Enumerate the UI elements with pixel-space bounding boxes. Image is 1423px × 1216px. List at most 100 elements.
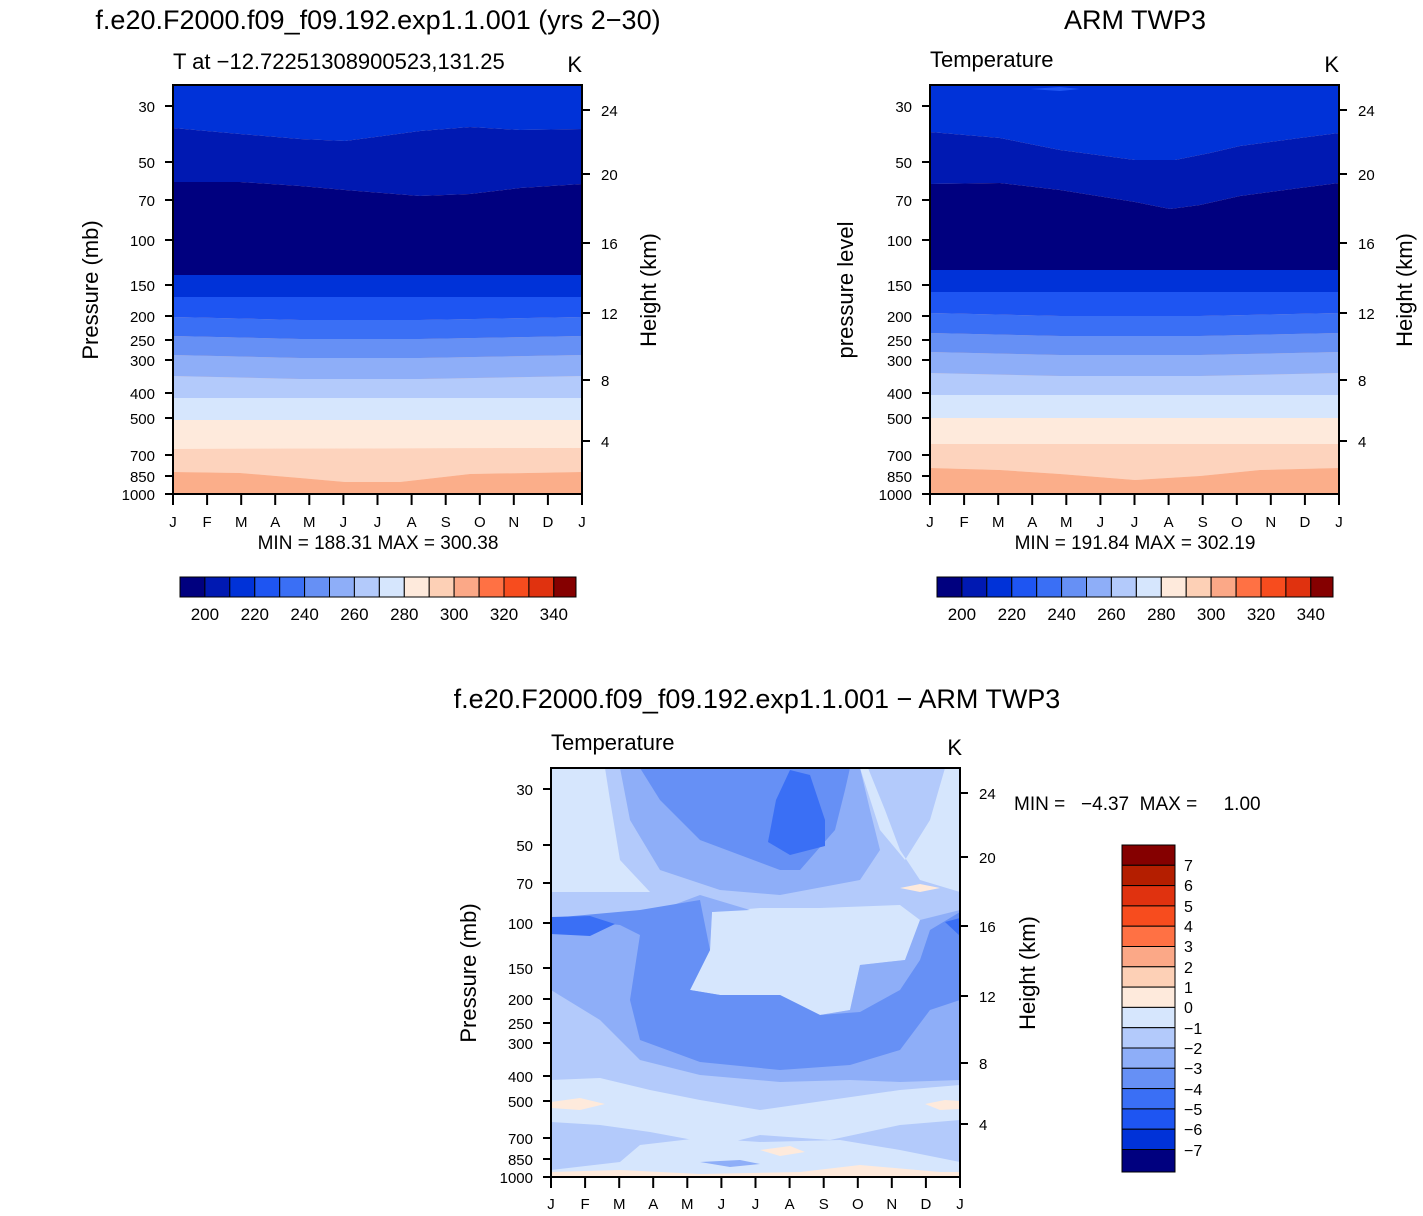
colorbar-swatch: [428, 576, 455, 598]
y-tick-label: 850: [130, 469, 155, 486]
x-tick-label: S: [441, 514, 451, 531]
x-tick-label: J: [578, 514, 586, 531]
height-tick-label: 12: [1358, 306, 1375, 323]
x-tick: J: [578, 494, 586, 531]
contour-band: [551, 1078, 960, 1145]
x-tick-label: A: [648, 1196, 658, 1213]
y-tick-label: 100: [887, 233, 912, 250]
y-tick-label: 70: [516, 876, 533, 893]
x-tick: F: [960, 494, 969, 531]
x-tick: S: [441, 494, 451, 531]
x-tick: M: [235, 494, 247, 531]
height-tick: 24: [1339, 103, 1375, 120]
y-tick: 150: [887, 278, 930, 295]
x-tick-label: O: [852, 1196, 864, 1213]
x-tick-label: D: [1299, 514, 1310, 531]
y-tick: 50: [138, 155, 173, 172]
x-tick-label: F: [203, 514, 212, 531]
colorbar-label: 0: [1184, 1000, 1193, 1017]
x-tick-label: J: [718, 1196, 726, 1213]
x-tick: N: [508, 494, 519, 531]
colorbar-label: −3: [1184, 1061, 1202, 1078]
y-tick: 400: [508, 1069, 551, 1086]
contour-band: [551, 916, 615, 936]
contour-band: [768, 770, 825, 855]
contour-band: [930, 352, 1339, 376]
y-tick-label: 250: [508, 1016, 533, 1033]
height-tick: 4: [960, 1117, 987, 1134]
contour-band: [173, 297, 582, 320]
x-tick-label: A: [1164, 514, 1174, 531]
colorbar-swatch: [378, 576, 405, 598]
y-tick-label: 200: [508, 992, 533, 1009]
height-tick-label: 16: [1358, 236, 1375, 253]
contour-band: [173, 336, 582, 358]
y-axis-right-label: Height (km): [636, 233, 661, 347]
chart-title: ARM TWP3: [1064, 5, 1206, 35]
colorbar-swatch: [1036, 576, 1063, 598]
contour-band: [700, 1160, 760, 1167]
height-tick: 24: [582, 103, 618, 120]
colorbar-swatch: [1121, 1088, 1176, 1110]
colorbar-swatch: [1121, 966, 1176, 988]
contour-band: [551, 900, 960, 1070]
height-tick-label: 20: [1358, 167, 1375, 184]
colorbar-swatch: [1011, 576, 1038, 598]
chart-subtitle-right: K: [947, 735, 962, 760]
contour-band: [1030, 87, 1080, 91]
colorbar-label: 1: [1184, 980, 1193, 997]
contour-band: [930, 418, 1339, 444]
height-tick-label: 20: [979, 850, 996, 867]
y-tick: 1000: [879, 487, 930, 504]
colorbar-swatch: [986, 576, 1013, 598]
y-tick: 700: [508, 1131, 551, 1148]
contour-band: [173, 182, 582, 275]
y-tick-label: 500: [508, 1094, 533, 1111]
contour-field: [173, 85, 582, 494]
x-tick-label: J: [547, 1196, 555, 1213]
colorbar-swatch: [1121, 1006, 1176, 1029]
colorbar-swatch: [1061, 576, 1087, 598]
y-tick: 100: [130, 233, 173, 250]
y-tick-label: 150: [130, 278, 155, 295]
x-tick: J: [926, 494, 934, 531]
contour-band: [173, 472, 582, 494]
colorbar-label: 240: [1047, 605, 1075, 624]
colorbar-swatch: [1121, 1067, 1176, 1090]
y-tick: 70: [516, 876, 551, 893]
height-tick-label: 4: [979, 1117, 987, 1134]
contour-band: [173, 127, 582, 196]
contour-band: [173, 355, 582, 379]
colorbar-label: 6: [1184, 878, 1193, 895]
contour-band: [930, 313, 1339, 336]
x-tick-label: O: [474, 514, 486, 531]
x-tick-label: A: [270, 514, 280, 531]
contour-band: [930, 468, 1339, 494]
chart-subtitle-left: Temperature: [930, 47, 1054, 72]
x-tick: F: [581, 1177, 590, 1213]
y-axis-right: 24 20 16 12 8 4 Height (km): [960, 786, 1040, 1134]
x-tick: A: [1027, 494, 1037, 531]
colorbar-swatch: [1121, 1128, 1176, 1150]
y-tick-label: 150: [508, 961, 533, 978]
colorbar-label: −1: [1184, 1021, 1202, 1038]
x-tick: J: [169, 494, 177, 531]
colorbar-swatch: [204, 576, 231, 598]
x-tick-label: J: [340, 514, 348, 531]
x-tick-label: N: [508, 514, 519, 531]
x-tick-label: D: [542, 514, 553, 531]
y-tick-label: 300: [508, 1036, 533, 1053]
x-tick: N: [886, 1177, 897, 1213]
x-tick: J: [1131, 494, 1138, 531]
y-axis-left: 30 50 70 100 150 200 250 300 400 500 700…: [78, 99, 173, 504]
y-tick: 700: [130, 448, 173, 465]
x-tick: A: [270, 494, 280, 531]
height-tick-label: 20: [601, 167, 618, 184]
contour-band: [925, 1100, 960, 1110]
y-tick-label: 400: [130, 386, 155, 403]
height-tick-label: 8: [979, 1056, 987, 1073]
y-axis-right-label: Height (km): [1015, 916, 1040, 1030]
y-axis-label: Pressure (mb): [78, 220, 103, 359]
y-tick: 70: [138, 193, 173, 210]
x-tick: J: [752, 1177, 759, 1213]
